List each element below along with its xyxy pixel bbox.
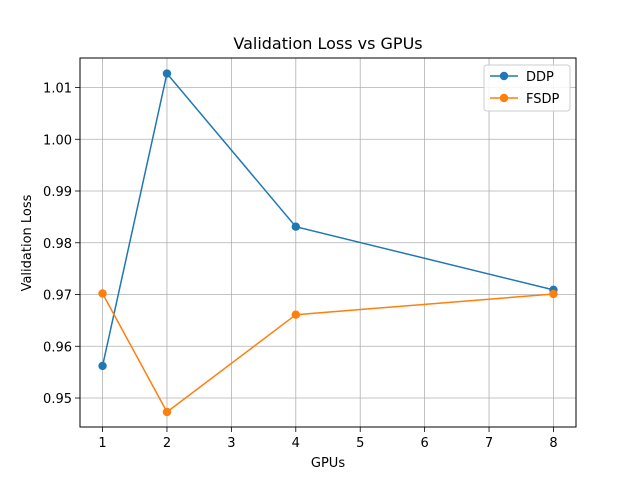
series-line-ddp — [101, 71, 554, 367]
data-point-fsdp — [549, 289, 558, 299]
y-tick-label: 0.96 — [43, 340, 72, 355]
data-point-ddp — [98, 361, 107, 371]
x-tick-label: 2 — [163, 436, 171, 451]
y-tick-label: 0.99 — [43, 185, 72, 200]
legend-marker-ddp — [499, 71, 509, 81]
y-tick-label: 1.01 — [43, 81, 72, 96]
x-axis-label: GPUs — [311, 456, 345, 471]
x-tick-label: 6 — [420, 436, 428, 451]
data-point-ddp — [162, 69, 172, 78]
chart-title: Validation Loss vs GPUs — [233, 34, 422, 53]
grid — [80, 58, 576, 427]
data-point-fsdp — [291, 310, 300, 319]
y-tick-label: 0.95 — [43, 392, 72, 407]
x-tick-label: 4 — [292, 436, 300, 451]
y-tick-label: 0.98 — [43, 237, 72, 252]
x-tick-label: 1 — [98, 436, 106, 451]
x-tick-label: 7 — [485, 436, 493, 451]
data-point-fsdp — [162, 407, 172, 417]
data-point-ddp — [291, 222, 300, 231]
legend-marker-fsdp — [499, 93, 509, 103]
series-layer — [98, 69, 558, 417]
legend: DDP FSDP — [483, 64, 571, 112]
series-line-fsdp — [101, 293, 554, 414]
y-tick-label: 0.97 — [43, 289, 72, 304]
x-tick-label: 8 — [549, 436, 557, 451]
y-tick-label: 1.00 — [43, 133, 72, 148]
x-tick-label: 3 — [227, 436, 235, 451]
y-axis-label: Validation Loss — [20, 194, 35, 291]
data-point-fsdp — [98, 289, 107, 298]
legend-label-ddp: DDP — [526, 70, 554, 85]
axis-ticks: 1 2 3 4 5 6 7 8 0.95 0.96 0.97 0.98 0.99 1.00 1.01 — [43, 81, 558, 451]
x-tick-label: 5 — [356, 436, 364, 451]
legend-label-fsdp: FSDP — [526, 92, 560, 107]
